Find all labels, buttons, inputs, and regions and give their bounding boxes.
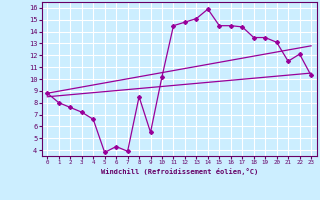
X-axis label: Windchill (Refroidissement éolien,°C): Windchill (Refroidissement éolien,°C) xyxy=(100,168,258,175)
